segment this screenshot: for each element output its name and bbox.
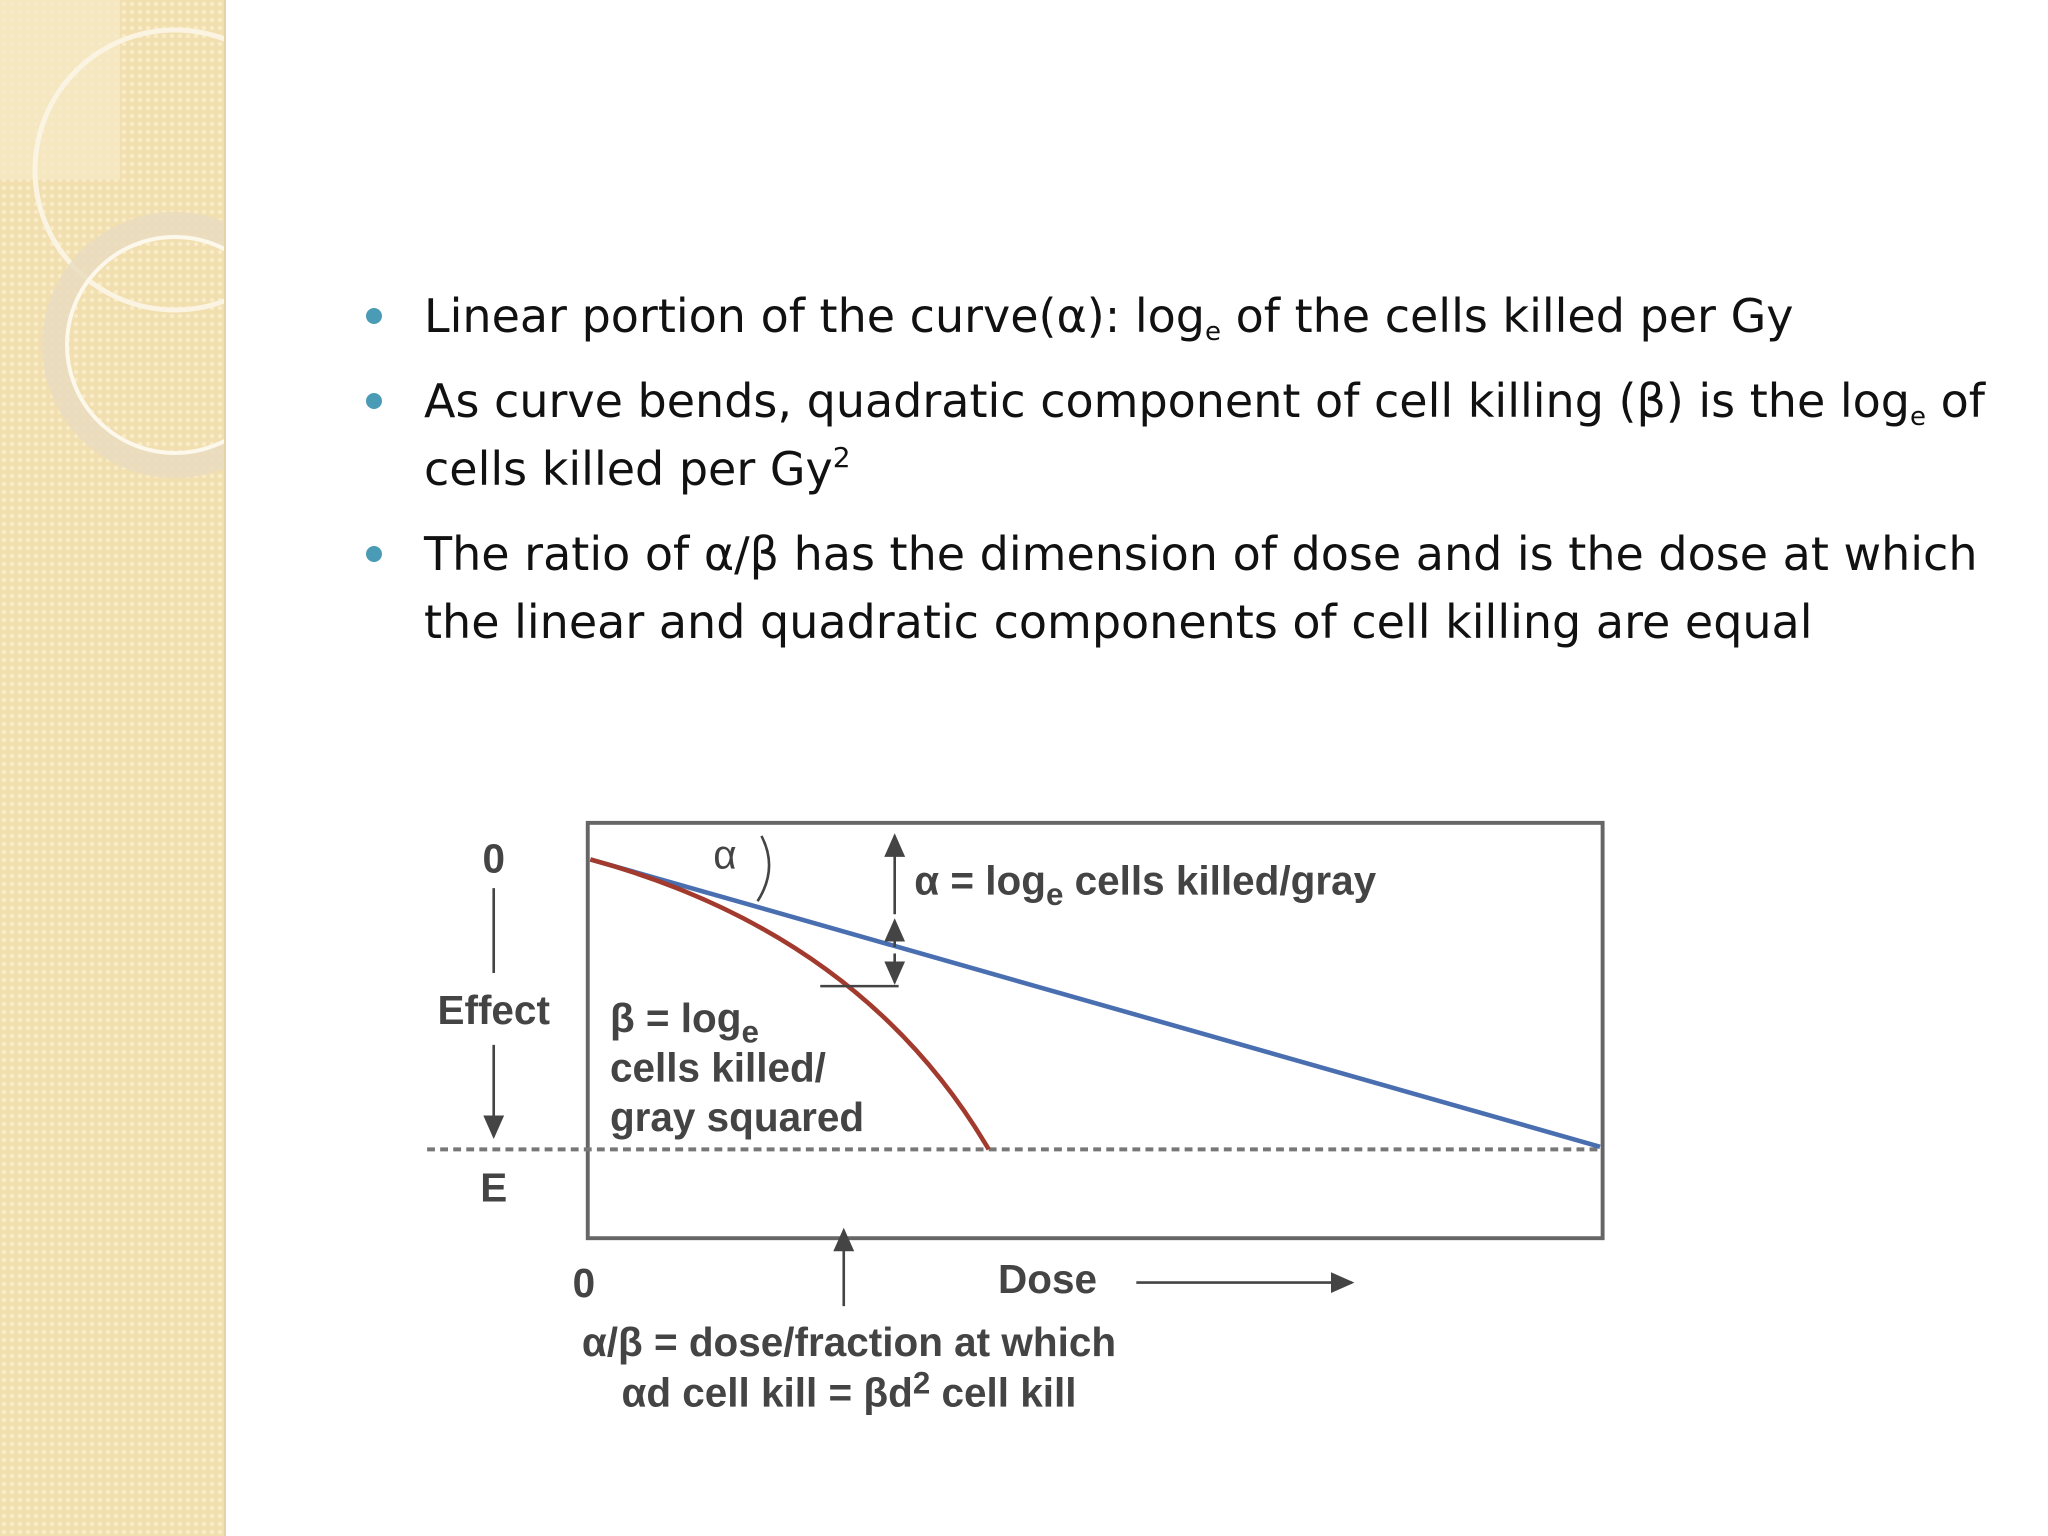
beta-definition: gray squared — [610, 1094, 864, 1140]
caption: α/β = dose/fraction at which — [582, 1319, 1116, 1365]
text: β = log — [610, 995, 742, 1041]
superscript: 2 — [913, 1366, 930, 1401]
text: As curve bends, quadratic component of c… — [424, 374, 1910, 428]
y-end: E — [480, 1165, 507, 1211]
side-decoration — [0, 0, 226, 1536]
text: cells killed/gray — [1063, 858, 1376, 904]
beta-definition: cells killed/ — [610, 1044, 826, 1090]
text: of the cells killed per Gy — [1221, 289, 1794, 343]
subscript: e — [1046, 877, 1063, 912]
text: cell kill — [930, 1370, 1076, 1416]
bullet: The ratio of α/β has the dimension of do… — [366, 520, 2024, 656]
superscript: 2 — [832, 441, 851, 474]
x-label: Dose — [998, 1256, 1097, 1302]
text: of cells killed per Gy — [424, 374, 1985, 496]
y-label: Effect — [437, 987, 549, 1033]
alpha-angle — [756, 835, 771, 902]
plot-frame — [585, 820, 1605, 1241]
text: The ratio of α/β has the dimension of do… — [424, 527, 1978, 649]
beta-definition: β = loge — [610, 995, 759, 1049]
x-origin: 0 — [573, 1260, 596, 1306]
bullet: Linear portion of the curve(α): loge of … — [366, 282, 2024, 350]
text: αd cell kill = βd — [621, 1370, 912, 1416]
linear-curve — [589, 857, 1601, 1149]
alpha-definition: α = loge cells killed/gray — [914, 858, 1376, 912]
alpha-symbol: α — [713, 832, 736, 878]
text: Linear portion of the curve(α): log — [424, 289, 1205, 343]
subscript: e — [1910, 402, 1926, 432]
bullet-list: Linear portion of the curve(α): loge of … — [366, 282, 2024, 673]
y-origin: 0 — [482, 835, 505, 881]
subscript: e — [741, 1014, 758, 1049]
text: α = log — [914, 858, 1046, 904]
quadratic-curve — [589, 857, 991, 1151]
bullet: As curve bends, quadratic component of c… — [366, 367, 2024, 503]
subscript: e — [1205, 317, 1221, 347]
caption: αd cell kill = βd2 cell kill — [621, 1366, 1076, 1416]
